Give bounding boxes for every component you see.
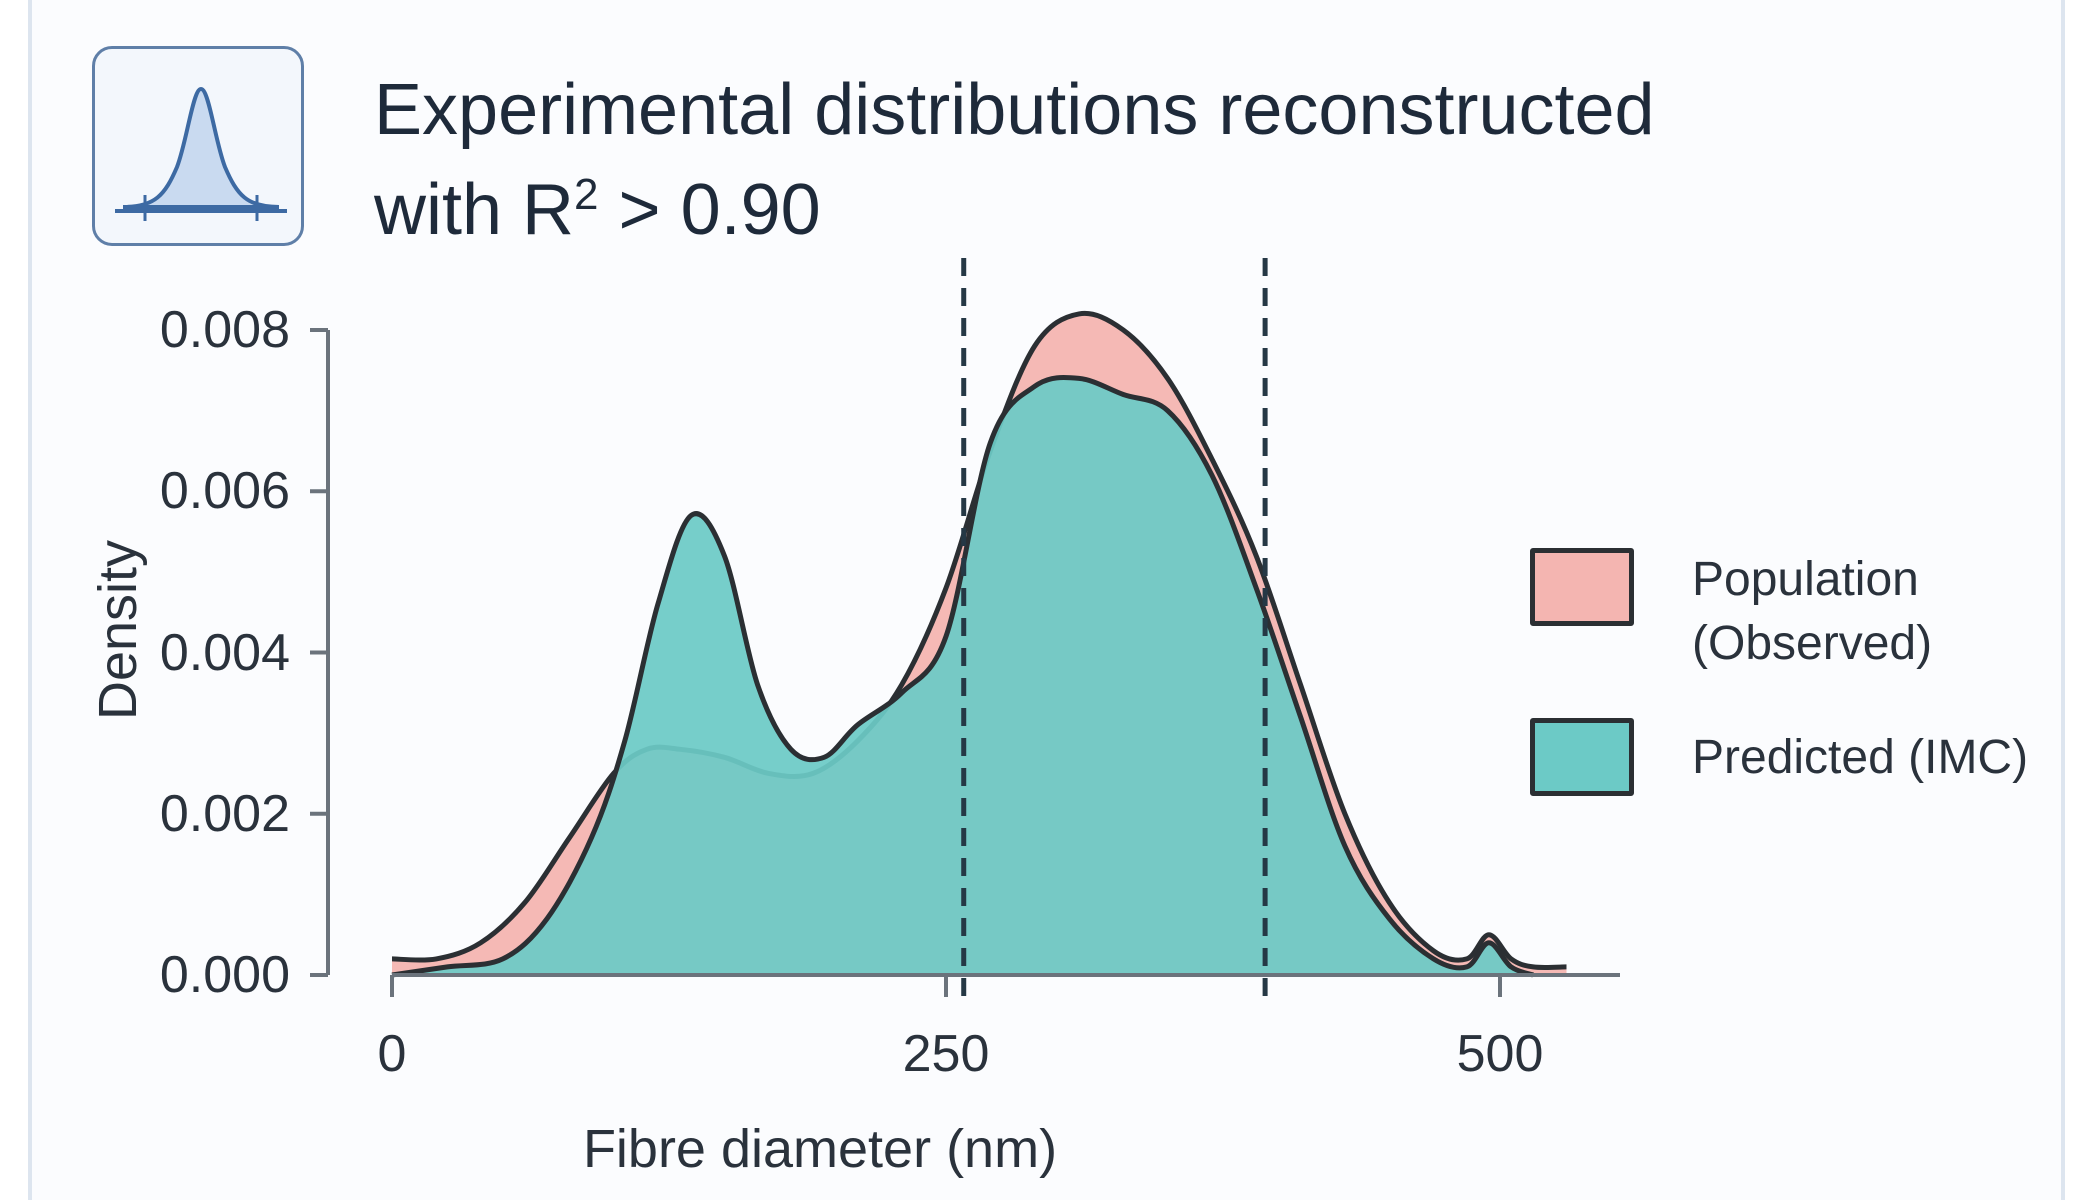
chart-title: Experimental distributions reconstructed… bbox=[374, 60, 1774, 260]
x-tick-label: 0 bbox=[377, 1025, 407, 1083]
x-axis-label: Fibre diameter (nm) bbox=[582, 1119, 1058, 1179]
bell-curve-icon bbox=[92, 46, 304, 246]
legend-label-predicted: Predicted (IMC) bbox=[1692, 731, 2029, 784]
legend-label-observed-line2: (Observed) bbox=[1692, 617, 1933, 670]
x-tick-label: 250 bbox=[902, 1025, 990, 1083]
legend-swatch-predicted bbox=[1530, 718, 1634, 796]
title-line-2-prefix: with R bbox=[374, 170, 575, 250]
legend-swatch-observed bbox=[1530, 548, 1634, 626]
legend-label-observed-line1: Population bbox=[1692, 553, 1919, 606]
area-predicted bbox=[392, 377, 1534, 975]
legend-label-observed: Population (Observed) bbox=[1692, 548, 1932, 676]
y-tick-label: 0.000 bbox=[159, 946, 290, 1004]
y-tick-label: 0.006 bbox=[159, 462, 290, 521]
x-tick-label: 500 bbox=[1456, 1025, 1544, 1083]
title-line-2-superscript: 2 bbox=[574, 170, 599, 219]
title-line-2-suffix: > 0.90 bbox=[598, 170, 821, 250]
y-tick-label: 0.004 bbox=[159, 623, 290, 682]
y-tick-label: 0.002 bbox=[159, 784, 290, 843]
title-line-1: Experimental distributions reconstructed bbox=[374, 70, 1655, 150]
y-tick-label: 0.008 bbox=[159, 301, 290, 359]
line-predicted bbox=[391, 374, 1535, 978]
